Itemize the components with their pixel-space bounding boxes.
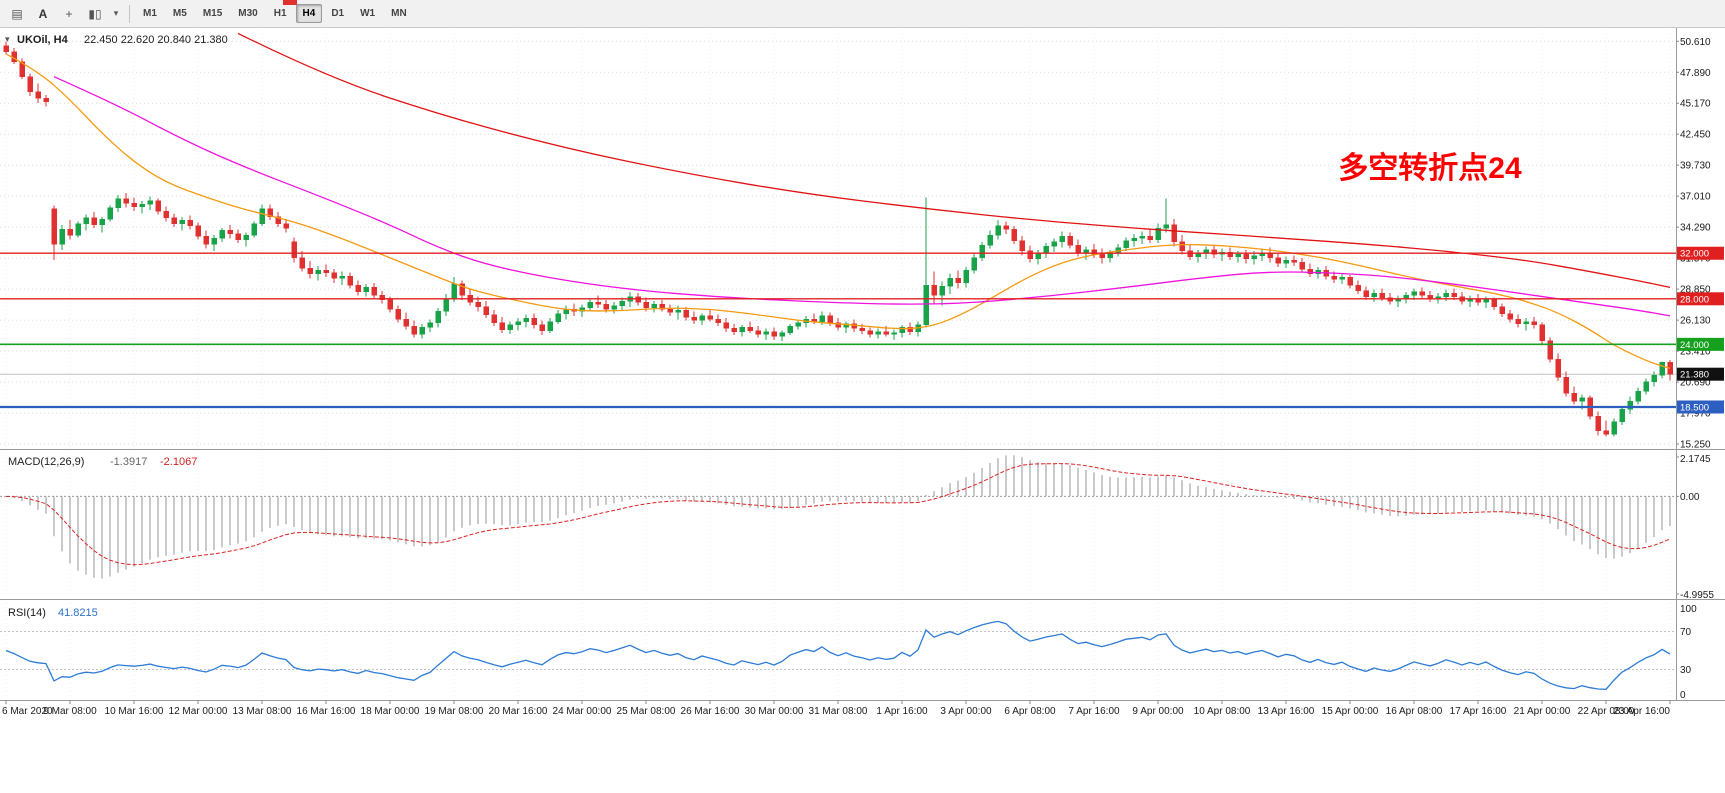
svg-text:6 Apr 08:00: 6 Apr 08:00: [1004, 706, 1056, 717]
price-tags: 32.000 28.000 24.000 18.500 21.380: [1677, 246, 1724, 414]
svg-text:13 Apr 16:00: 13 Apr 16:00: [1258, 706, 1315, 717]
macd-panel: 2.1745 0.00 -4.9955: [0, 454, 1714, 601]
svg-text:21.380: 21.380: [1680, 370, 1709, 381]
timeframe-m15-button[interactable]: M15: [202, 8, 223, 19]
cropped-red-indicator: [283, 0, 297, 5]
svg-text:0.00: 0.00: [1680, 492, 1700, 503]
svg-text:17.970: 17.970: [1680, 409, 1711, 420]
svg-text:18 Mar 00:00: 18 Mar 00:00: [361, 706, 420, 717]
svg-text:25 Mar 08:00: 25 Mar 08:00: [617, 706, 676, 717]
price-axis: 50.610 47.890 45.170 42.450 39.730 37.010 34.2…: [1676, 37, 1711, 451]
toolbar: ▤ A + ▮▯ ▾ M1 M5 M15 M30 H1 H4 D1 W1 MN: [0, 0, 1725, 28]
chart-collapse-icon[interactable]: ▾: [5, 34, 10, 44]
timeframe-mn-button[interactable]: MN: [391, 8, 407, 19]
svg-text:9 Mar 08:00: 9 Mar 08:00: [43, 706, 97, 717]
rsi-value: 41.8215: [58, 607, 98, 619]
svg-text:20 Mar 16:00: 20 Mar 16:00: [489, 706, 548, 717]
rsi-panel: 100 70 30 0: [0, 604, 1697, 701]
svg-text:12 Mar 00:00: 12 Mar 00:00: [169, 706, 228, 717]
timeframe-m1-button[interactable]: M1: [143, 8, 157, 19]
svg-text:22 Apr 08:00: 22 Apr 08:00: [1578, 706, 1635, 717]
svg-text:28.850: 28.850: [1680, 285, 1711, 296]
rsi-title: RSI(14): [8, 607, 46, 619]
svg-text:6 Mar 2020: 6 Mar 2020: [2, 706, 53, 717]
crosshair-tool-icon[interactable]: +: [65, 6, 73, 21]
toolbar-separator: [129, 4, 130, 23]
timeframe-d1-button[interactable]: D1: [331, 8, 345, 19]
timeframe-w1-button[interactable]: W1: [360, 8, 376, 19]
svg-text:30 Mar 00:00: 30 Mar 00:00: [745, 706, 804, 717]
svg-text:15.250: 15.250: [1680, 440, 1711, 451]
svg-text:30: 30: [1680, 665, 1692, 676]
svg-text:24 Mar 00:00: 24 Mar 00:00: [553, 706, 612, 717]
svg-text:100: 100: [1680, 604, 1697, 615]
timeframe-h4-button[interactable]: H4: [295, 4, 323, 23]
svg-text:50.610: 50.610: [1680, 37, 1711, 48]
svg-text:24.000: 24.000: [1680, 340, 1709, 351]
moving-averages: [5, 32, 1671, 369]
svg-text:15 Apr 00:00: 15 Apr 00:00: [1322, 706, 1379, 717]
timeframe-toolbar: M1 M5 M15 M30 H1 H4 D1 W1 MN: [135, 4, 415, 23]
macd-main-value: -1.3917: [110, 456, 147, 468]
svg-text:16 Mar 16:00: 16 Mar 16:00: [297, 706, 356, 717]
chart-title: UKOil, H4: [17, 34, 69, 46]
svg-text:37.010: 37.010: [1680, 192, 1711, 203]
drawing-toolbar: ▤ A + ▮▯ ▾: [4, 3, 124, 25]
svg-text:23.410: 23.410: [1680, 347, 1711, 358]
svg-text:45.170: 45.170: [1680, 99, 1711, 110]
charts-grid-icon[interactable]: ▤: [11, 6, 23, 21]
svg-text:21 Apr 00:00: 21 Apr 00:00: [1514, 706, 1571, 717]
svg-text:16 Apr 08:00: 16 Apr 08:00: [1386, 706, 1443, 717]
svg-text:9 Apr 00:00: 9 Apr 00:00: [1132, 706, 1184, 717]
chart-canvas[interactable]: 2.1745 0.00 -4.9955 100 70 30 0 50.610 47.890 4…: [0, 28, 1725, 793]
svg-text:3 Apr 00:00: 3 Apr 00:00: [940, 706, 992, 717]
svg-text:23 Apr 16:00: 23 Apr 16:00: [1613, 706, 1670, 717]
svg-text:26 Mar 16:00: 26 Mar 16:00: [681, 706, 740, 717]
svg-text:1 Apr 16:00: 1 Apr 16:00: [876, 706, 928, 717]
svg-text:47.890: 47.890: [1680, 68, 1711, 79]
timeframe-m30-button[interactable]: M30: [238, 8, 258, 19]
dropdown-caret-icon[interactable]: ▾: [113, 8, 119, 18]
svg-text:10 Mar 16:00: 10 Mar 16:00: [105, 706, 164, 717]
horizontal-support-resistance-lines[interactable]: [0, 252, 1676, 409]
ma-long-red: [237, 32, 1671, 289]
candlesticks: [3, 41, 1673, 437]
svg-text:2.1745: 2.1745: [1680, 454, 1711, 465]
svg-text:26.130: 26.130: [1680, 316, 1711, 327]
svg-text:13 Mar 08:00: 13 Mar 08:00: [233, 706, 292, 717]
svg-text:32.000: 32.000: [1680, 249, 1709, 260]
grid: [0, 30, 1676, 698]
chart-annotation[interactable]: 多空转折点24: [1338, 152, 1522, 185]
svg-text:-4.9955: -4.9955: [1680, 590, 1714, 601]
chart-type-icon[interactable]: ▮▯: [88, 6, 102, 21]
svg-text:34.290: 34.290: [1680, 223, 1711, 234]
svg-text:0: 0: [1680, 690, 1686, 701]
macd-title: MACD(12,26,9): [8, 456, 84, 468]
svg-text:17 Apr 16:00: 17 Apr 16:00: [1450, 706, 1507, 717]
svg-text:18.500: 18.500: [1680, 402, 1709, 413]
chart-ohlc-values: 22.450 22.620 20.840 21.380: [84, 34, 228, 46]
svg-text:7 Apr 16:00: 7 Apr 16:00: [1068, 706, 1120, 717]
svg-text:20.690: 20.690: [1680, 378, 1711, 389]
svg-text:19 Mar 08:00: 19 Mar 08:00: [425, 706, 484, 717]
svg-text:10 Apr 08:00: 10 Apr 08:00: [1194, 706, 1251, 717]
svg-text:31 Mar 08:00: 31 Mar 08:00: [809, 706, 868, 717]
text-label-tool[interactable]: A: [38, 6, 48, 21]
svg-text:39.730: 39.730: [1680, 161, 1711, 172]
svg-text:28.000: 28.000: [1680, 294, 1709, 305]
timeframe-h1-button[interactable]: H1: [273, 8, 287, 19]
ma-slow-magenta: [53, 76, 1671, 317]
ma-fast-orange: [5, 53, 1671, 369]
svg-text:70: 70: [1680, 627, 1692, 638]
macd-signal-value: -2.1067: [160, 456, 197, 468]
panel-frame: [0, 28, 1725, 701]
svg-text:42.450: 42.450: [1680, 130, 1711, 141]
timeframe-m5-button[interactable]: M5: [172, 8, 187, 19]
